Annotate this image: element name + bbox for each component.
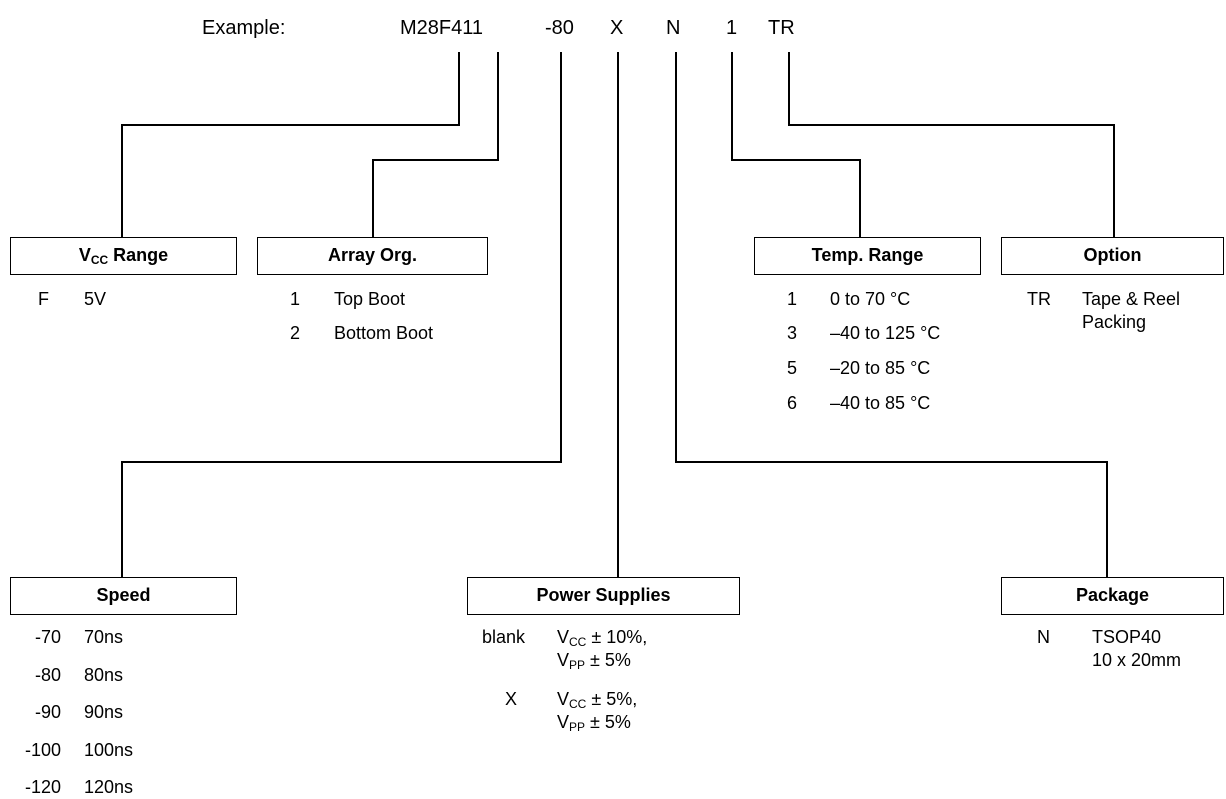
example-label: Example: (202, 17, 286, 39)
speed-item-code: -80 (35, 665, 62, 685)
power-item-code: blank (482, 627, 526, 647)
power-item-v: V (557, 712, 570, 732)
speed-connector (121, 52, 562, 577)
power-item-sub: PP (569, 720, 586, 734)
temp-item-code: 1 (787, 289, 798, 309)
option-header: Option (1001, 237, 1224, 275)
speed-item-desc: 100ns (84, 740, 134, 760)
array-item-desc: Bottom Boot (334, 323, 434, 343)
array-org-header: Array Org. (257, 237, 488, 275)
vcc-item-desc: 5V (84, 289, 107, 309)
speed-item-desc: 70ns (84, 627, 124, 647)
speed-item-desc: 120ns (84, 777, 134, 797)
speed-item-code: -90 (35, 702, 62, 722)
array-item-desc: Top Boot (334, 289, 406, 309)
package-header: Package (1001, 577, 1224, 615)
temp-item-desc: –40 to 125 °C (830, 323, 941, 343)
example-option: TR (768, 17, 795, 39)
vcc-range-header: VCC Range (10, 237, 237, 275)
temp-item-desc: –40 to 85 °C (830, 393, 931, 413)
vcc-item-code: F (38, 289, 49, 309)
option-item-desc-line1: Tape & Reel (1082, 289, 1181, 309)
temp-item-desc: –20 to 85 °C (830, 358, 931, 378)
temp-range-header: Temp. Range (754, 237, 981, 275)
array-connector (372, 52, 499, 237)
vcc-range-title-v: V (78, 245, 91, 265)
package-connector (675, 52, 1108, 577)
power-item-line2: VPP ± 5% (557, 650, 631, 672)
temp-item-desc: 0 to 70 °C (830, 289, 911, 309)
array-item-code: 2 (290, 323, 301, 343)
package-item-code: N (1037, 627, 1050, 647)
option-item-desc-line2: Packing (1082, 312, 1147, 332)
package-item-desc-line1: TSOP40 (1092, 627, 1162, 647)
power-item-rest: ± 10%, (586, 627, 648, 647)
speed-item-desc: 80ns (84, 665, 124, 685)
speed-item-code: -120 (25, 777, 62, 797)
power-item-line2: VPP ± 5% (557, 712, 631, 734)
example-speed: -80 (545, 17, 574, 39)
vcc-range-title-sub: CC (90, 253, 109, 267)
array-item-code: 1 (290, 289, 301, 309)
example-supply: X (610, 17, 624, 39)
power-item-rest: ± 5%, (586, 689, 638, 709)
power-item-v: V (557, 689, 570, 709)
power-supplies-header: Power Supplies (467, 577, 740, 615)
power-item-sub: PP (569, 658, 586, 672)
speed-item-desc: 90ns (84, 702, 124, 722)
power-item-sub: CC (569, 635, 587, 649)
power-item-line1: VCC ± 5%, (557, 689, 638, 711)
temp-item-code: 5 (787, 358, 798, 378)
power-item-rest: ± 5% (585, 650, 631, 670)
option-connector (788, 52, 1115, 237)
power-item-code: X (505, 689, 518, 709)
speed-item-code: -70 (35, 627, 62, 647)
power-item-sub: CC (569, 697, 587, 711)
temp-connector (731, 52, 861, 237)
speed-item-code: -100 (25, 740, 62, 760)
temp-item-code: 3 (787, 323, 798, 343)
vcc-range-title-rest: Range (108, 245, 169, 265)
speed-header: Speed (10, 577, 237, 615)
power-item-rest: ± 5% (585, 712, 631, 732)
example-package: N (666, 17, 681, 39)
power-item-line1: VCC ± 10%, (557, 627, 648, 649)
example-part: M28F411 (400, 17, 484, 39)
vcc-connector (121, 52, 460, 237)
package-item-desc-line2: 10 x 20mm (1092, 650, 1182, 670)
power-item-v: V (557, 627, 570, 647)
example-temp: 1 (726, 17, 738, 39)
temp-item-code: 6 (787, 393, 798, 413)
option-item-code: TR (1027, 289, 1051, 309)
power-item-v: V (557, 650, 570, 670)
